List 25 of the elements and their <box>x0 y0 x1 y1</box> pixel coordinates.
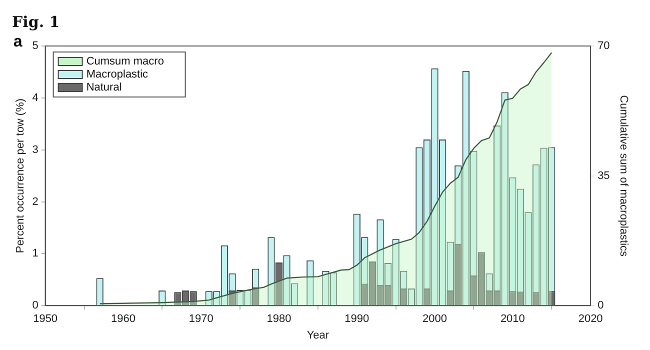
y-tick-label: 1 <box>32 248 38 260</box>
y-tick-label: 2 <box>32 196 38 208</box>
legend-label: Natural <box>86 82 122 94</box>
y2-tick-label: 0 <box>598 300 604 312</box>
x-tick-label: 2000 <box>422 313 448 326</box>
legend-label: Macroplastic <box>86 68 149 81</box>
y-tick-label: 5 <box>32 40 38 52</box>
x-tick-label: 2010 <box>500 313 525 326</box>
y-tick-label: 3 <box>32 144 38 156</box>
text: a <box>13 33 22 50</box>
y2-axis-title: Cumulative sum of macroplastics <box>617 95 630 257</box>
y-axis-title: Percent occurrence per tow (%) <box>14 98 27 254</box>
y-tick-label: 4 <box>32 92 38 104</box>
x-tick-label: 1980 <box>266 313 292 326</box>
legend-label: Cumsum macro <box>86 56 164 68</box>
x-tick-label: 1990 <box>344 313 370 326</box>
y-tick-label: 0 <box>32 300 38 312</box>
x-tick-label: 1960 <box>110 313 136 326</box>
x-tick-label: 1970 <box>188 313 214 326</box>
y2-tick-label: 70 <box>598 40 610 52</box>
y2-tick-label: 35 <box>598 170 610 182</box>
x-axis-title: Year <box>306 329 330 342</box>
x-tick-label: 1950 <box>33 313 58 326</box>
x-tick-label: 2020 <box>578 313 603 326</box>
chart-title: Fig. 1 <box>12 12 60 31</box>
